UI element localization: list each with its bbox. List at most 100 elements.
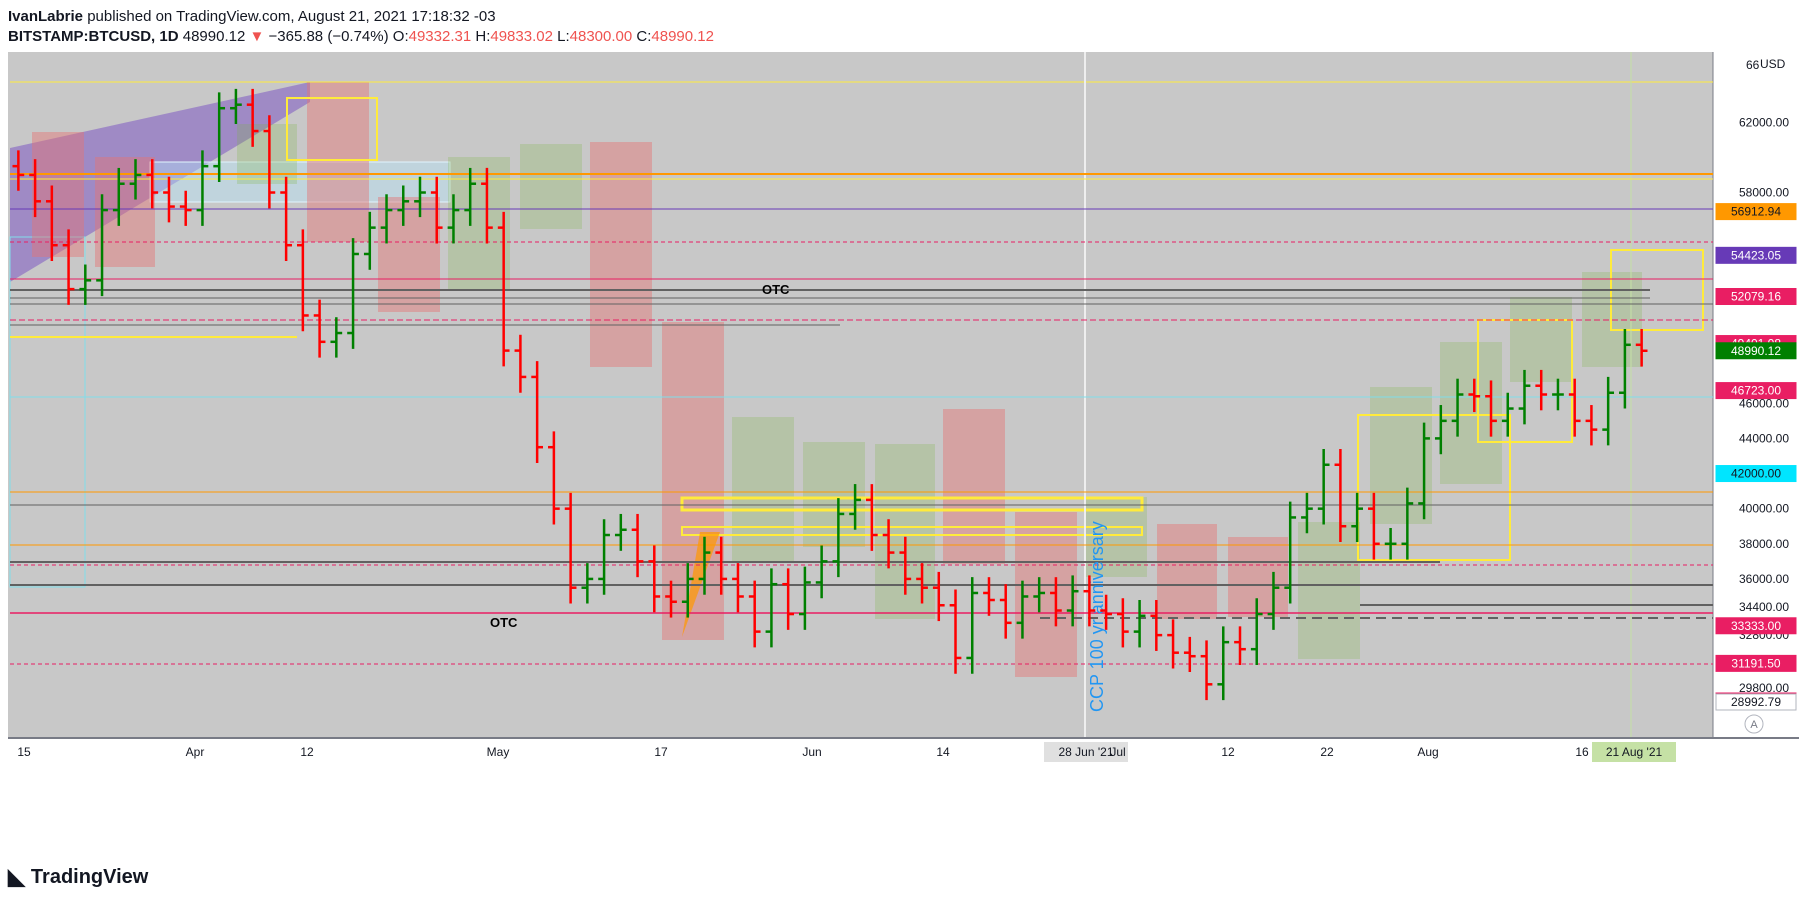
price-change: −365.88 (−0.74%): [268, 28, 389, 45]
candle: [715, 536, 728, 595]
svg-text:42000.00: 42000.00: [1731, 467, 1781, 481]
candle: [1301, 492, 1313, 534]
svg-text:22: 22: [1320, 745, 1334, 759]
y-tick-label: 38000.00: [1739, 537, 1789, 551]
x-tick: Jun: [802, 745, 821, 759]
publish-info: published on TradingView.com, August 21,…: [87, 8, 496, 25]
publish-header: IvanLabrie published on TradingView.com,…: [8, 6, 496, 28]
svg-text:Jul: Jul: [1110, 745, 1125, 759]
candle: [347, 238, 359, 349]
svg-text:48990.12: 48990.12: [1731, 344, 1781, 358]
y-tick-label: 40000.00: [1739, 502, 1789, 516]
y-tick-label: 29800.00: [1739, 681, 1789, 695]
candle: [966, 577, 979, 674]
candle: [999, 584, 1012, 639]
plot-area[interactable]: [8, 52, 1713, 737]
price-tag: 28992.79: [1715, 693, 1797, 711]
svg-text:21 Aug '21: 21 Aug '21: [1606, 745, 1663, 759]
candle: [481, 167, 493, 244]
otc-label-top: OTC: [762, 282, 790, 297]
x-tick: 12: [300, 745, 314, 759]
svg-text:17: 17: [654, 745, 668, 759]
candle: [1284, 501, 1297, 604]
price-tags: 56912.9454423.0552079.1649401.0848990.12…: [1715, 203, 1797, 711]
x-tick: 21 Aug '21: [1592, 742, 1676, 762]
last-price: 48990.12: [182, 28, 246, 45]
candle: [748, 580, 761, 648]
candle: [363, 211, 376, 270]
candle: [497, 211, 510, 367]
candle: [179, 190, 192, 226]
candle: [799, 566, 811, 630]
open-label: O:: [392, 28, 409, 45]
x-tick: May: [487, 745, 510, 759]
candle: [1468, 378, 1481, 413]
candle: [1619, 328, 1631, 409]
candle: [1117, 598, 1129, 648]
price-tag: 31191.50: [1715, 654, 1797, 672]
open-value: 49332.31: [408, 28, 472, 45]
candle: [1585, 405, 1598, 446]
candle: [230, 88, 242, 125]
candle: [648, 545, 661, 613]
x-tick: 28 Jun '21: [1044, 742, 1128, 762]
auto-scale-button[interactable]: [1744, 714, 1764, 734]
candle: [1234, 626, 1246, 665]
candle: [1317, 448, 1330, 525]
candle: [514, 334, 527, 393]
y-tick-label: 58000.00: [1739, 186, 1789, 200]
candle: [1552, 378, 1564, 411]
otc-label-bottom: OTC: [490, 615, 518, 630]
y-tick-label: 62000.00: [1739, 115, 1789, 129]
candle: [548, 431, 560, 525]
price-tag: 33333.00: [1715, 617, 1797, 635]
x-tick: Aug: [1417, 745, 1438, 759]
y-tick-label: 46000.00: [1739, 396, 1789, 410]
candle: [1033, 577, 1046, 613]
candle: [280, 176, 292, 262]
candle: [1167, 619, 1179, 669]
close-value: 48990.12: [651, 28, 714, 45]
candle: [815, 545, 828, 599]
candle: [1351, 492, 1363, 543]
candle: [665, 580, 677, 618]
candle: [531, 361, 543, 463]
low-label: L:: [557, 28, 570, 45]
candle: [732, 563, 744, 613]
candle: [129, 159, 142, 200]
price-tag: 56912.94: [1715, 203, 1797, 221]
candles: [12, 88, 1648, 701]
candle: [1083, 575, 1096, 627]
candle: [1485, 380, 1497, 437]
high-value: 49833.02: [490, 28, 553, 45]
candle: [464, 167, 477, 226]
drawings: OTC OTC CCP 100 yr anniversary: [9, 52, 1713, 737]
candle: [414, 176, 426, 218]
candle: [1384, 527, 1397, 560]
candle: [430, 176, 443, 244]
candle: [45, 185, 58, 262]
y-tick-label: 34400.00: [1739, 600, 1789, 614]
x-tick: 15: [17, 745, 31, 759]
candle: [1133, 600, 1146, 648]
candle: [380, 194, 393, 244]
ccp-annotation: CCP 100 yr anniversary: [1087, 521, 1107, 712]
svg-text:28 Jun '21: 28 Jun '21: [1058, 745, 1113, 759]
candle: [849, 484, 861, 530]
svg-text:15: 15: [17, 745, 31, 759]
price-tag: 52079.16: [1715, 288, 1797, 306]
candle: [1368, 492, 1380, 560]
price-chart[interactable]: 66 USD: [0, 52, 1805, 852]
candle: [1434, 405, 1447, 455]
candle: [397, 185, 410, 226]
x-tick: Apr: [186, 745, 205, 759]
svg-text:52079.16: 52079.16: [1731, 290, 1781, 304]
candle: [1200, 640, 1213, 701]
price-tag: 48990.12: [1715, 342, 1797, 360]
tradingview-logo: ◣ TradingView: [8, 864, 148, 890]
candle: [96, 194, 108, 297]
candle: [631, 513, 644, 578]
candle: [79, 264, 92, 305]
candle: [899, 536, 912, 595]
